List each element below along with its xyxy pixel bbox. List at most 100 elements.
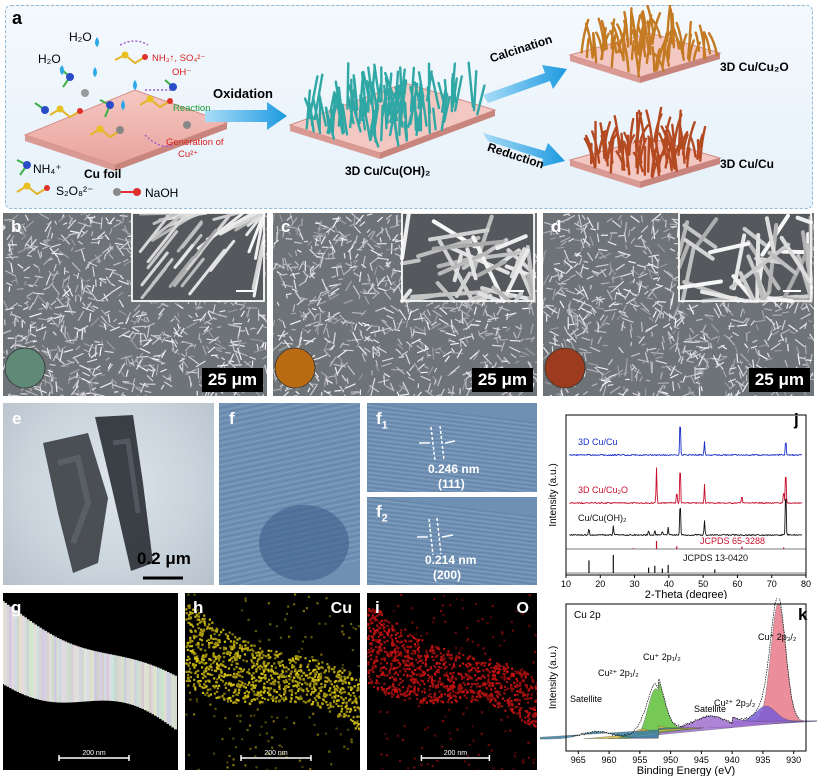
sem-fiber [330, 344, 336, 351]
sem-fiber [164, 339, 175, 343]
sem-fiber [475, 320, 482, 323]
sem-fiber [74, 247, 86, 253]
sem-fiber [617, 250, 631, 256]
sem-fiber [82, 392, 84, 396]
sem-fiber [111, 378, 117, 385]
inset-fiber [738, 271, 757, 303]
inset-fiber [180, 257, 205, 288]
sem-fiber [682, 375, 687, 382]
sem-fiber [617, 214, 623, 221]
sem-fiber [225, 351, 231, 354]
sem-fiber [162, 375, 169, 381]
sem-fiber [770, 342, 781, 351]
sem-fiber [424, 389, 434, 396]
sem-fiber [342, 362, 349, 368]
sem-fiber [342, 319, 347, 325]
sem-fiber [543, 254, 545, 266]
sem-fiber [352, 259, 357, 264]
peak-label: Satellite [570, 694, 602, 704]
sem-fiber [323, 232, 327, 239]
sem-fiber [123, 229, 132, 236]
sem-fiber [17, 334, 29, 341]
inset-fiber [779, 235, 812, 284]
sem-fiber [32, 292, 40, 305]
sem-fiber [262, 355, 267, 360]
nanowire [610, 34, 617, 68]
sem-fiber [809, 372, 814, 379]
inset-fiber [165, 213, 203, 228]
x-tick-label: 935 [755, 755, 770, 765]
inset-fiber [513, 291, 524, 303]
sem-fiber [116, 385, 129, 391]
sem-fiber [157, 312, 163, 320]
sem-fiber [797, 353, 801, 365]
sem-fiber [68, 374, 80, 381]
sem-fiber [3, 300, 9, 310]
sem-fiber [784, 359, 789, 368]
sem-fiber [646, 246, 653, 255]
hrtem-panel-f2 [367, 497, 537, 585]
sem-fiber [294, 260, 300, 266]
sem-fiber [377, 379, 390, 384]
sem-fiber [70, 385, 79, 396]
sem-fiber [663, 269, 674, 279]
sem-fiber [729, 379, 734, 386]
y-axis-label: Intensity (a.u.) [548, 646, 559, 709]
sem-fiber [17, 304, 23, 307]
sem-fiber [614, 294, 617, 301]
sem-fiber [620, 321, 625, 332]
sem-fiber [72, 392, 79, 395]
sem-fiber [696, 367, 708, 373]
sem-fiber [353, 259, 359, 265]
sem-fiber [580, 221, 592, 228]
sem-fiber [313, 323, 324, 327]
sem-fiber [30, 321, 36, 324]
sem-fiber [116, 237, 127, 242]
sem-fiber [157, 302, 165, 309]
sem-fiber [750, 320, 756, 326]
sem-fiber [805, 302, 810, 312]
sem-fiber [310, 265, 315, 270]
sem-fiber [789, 330, 795, 334]
sem-fiber [65, 339, 78, 342]
sem-fiber [100, 315, 108, 324]
sem-fiber [184, 342, 193, 352]
sem-fiber [432, 375, 438, 384]
sem-fiber [632, 305, 638, 312]
sem-fiber [92, 368, 96, 376]
sem-fiber [663, 322, 671, 329]
sem-fiber [367, 230, 374, 238]
sem-fiber [69, 368, 80, 375]
sem-fiber [333, 233, 339, 240]
nanowire [432, 107, 437, 131]
sem-fiber [465, 323, 473, 331]
sem-fiber [283, 391, 290, 396]
panel-e-label: e [12, 409, 22, 428]
sem-fiber [701, 324, 707, 333]
sem-fiber [452, 324, 459, 335]
sem-fiber [12, 320, 18, 324]
sem-fiber [637, 391, 640, 396]
nh4-legend-glyph [16, 159, 31, 176]
sem-fiber [25, 303, 31, 310]
product-cu-label: 3D Cu/Cu [720, 157, 774, 171]
sem-fiber [463, 335, 469, 344]
sem-fiber [313, 231, 324, 235]
sem-fiber [369, 230, 376, 240]
sem-fiber [448, 337, 451, 343]
sem-fiber [23, 266, 31, 272]
sem-fiber [472, 301, 482, 306]
sem-fiber [21, 319, 26, 324]
sem-fiber [565, 289, 576, 295]
sem-fiber [330, 287, 340, 295]
sem-fiber [375, 306, 386, 312]
sem-fiber [636, 264, 646, 268]
sem-fiber [119, 275, 124, 280]
sem-fiber [578, 319, 589, 330]
sem-fiber [578, 272, 583, 276]
sem-fiber [546, 287, 553, 290]
sem-fiber [108, 253, 114, 260]
sem-fiber [343, 252, 346, 259]
sem-fiber [659, 391, 672, 396]
inset-fiber [188, 248, 226, 296]
